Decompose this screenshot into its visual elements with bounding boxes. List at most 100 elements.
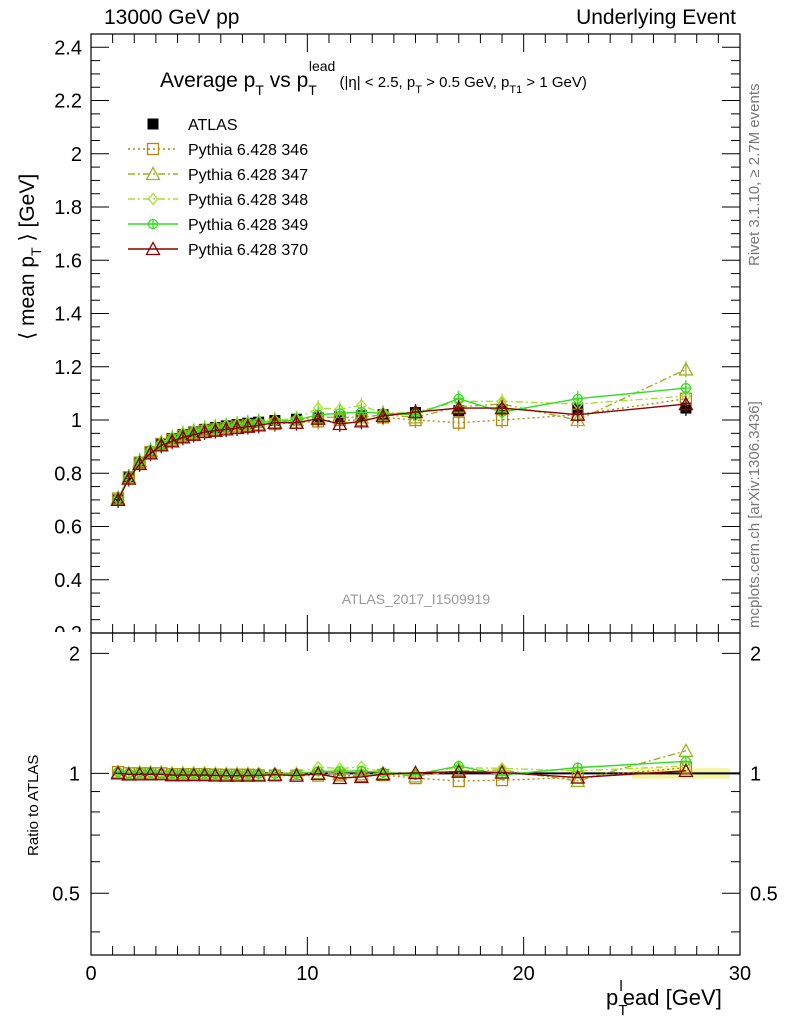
title-cuts-a: (|η| < 2.5, p xyxy=(335,74,415,91)
title-cuts-sub1: T xyxy=(415,84,422,96)
ratio-y-tick-label-left: 1 xyxy=(69,763,80,785)
data-point xyxy=(451,400,467,415)
energy-label: 13000 GeV pp xyxy=(104,6,240,29)
ratio-point xyxy=(452,774,465,788)
series-p370 xyxy=(110,396,694,785)
y-axis-label-sub: T xyxy=(28,247,44,256)
ratio-point xyxy=(218,767,234,782)
ratio-y-tick-label-left: 2 xyxy=(69,643,80,665)
legend-label-p347: Pythia 6.428 347 xyxy=(188,167,308,184)
ratio-point xyxy=(494,764,510,779)
y-tick-label: 2 xyxy=(71,144,82,166)
ratio-point xyxy=(175,767,191,782)
ratio-point xyxy=(186,767,202,782)
ratio-point xyxy=(251,767,267,782)
y-tick-label: 1.6 xyxy=(54,250,82,272)
ratio-point xyxy=(110,765,126,780)
x-axis-label: pTlead [GeV] xyxy=(606,978,722,1019)
x-axis-label-sub: T xyxy=(618,1002,627,1019)
y-tick-label-partial: 0.2 xyxy=(54,623,82,645)
data-point xyxy=(678,361,694,376)
data-point xyxy=(110,492,126,507)
ratio-point xyxy=(332,765,348,780)
data-point xyxy=(121,470,137,485)
data-point xyxy=(186,426,202,441)
process-label: Underlying Event xyxy=(576,6,736,29)
legend-label-p346: Pythia 6.428 346 xyxy=(188,142,308,159)
ratio-y-axis-label: Ratio to ATLAS xyxy=(25,755,42,856)
analysis-watermark: ATLAS_2017_I1509919 xyxy=(342,591,491,607)
legend-label-ATLAS: ATLAS xyxy=(188,117,238,134)
data-point xyxy=(175,429,191,444)
data-point xyxy=(407,409,424,424)
ratio-point xyxy=(207,767,223,782)
title-main-sub: T xyxy=(255,82,264,98)
ratio-plot-frame xyxy=(90,632,741,956)
y-axis-label-a: ⟨ mean p xyxy=(16,256,39,340)
y-tick-label: 1 xyxy=(71,410,82,432)
ratio-point xyxy=(310,765,326,780)
data-point xyxy=(142,445,159,460)
data-point xyxy=(375,408,391,423)
ratio-y-tick-label-right: 2 xyxy=(750,643,761,665)
legend-marker-p346 xyxy=(146,142,160,156)
data-point xyxy=(132,456,148,471)
ratio-y-tick-label-right: 0.5 xyxy=(750,883,778,905)
data-point xyxy=(153,437,169,452)
y-tick-label: 0.8 xyxy=(54,463,82,485)
ratio-point xyxy=(288,767,305,782)
ratio-point xyxy=(153,766,169,781)
ratio-point xyxy=(132,766,148,781)
data-point xyxy=(288,414,305,429)
ratio-line-p370 xyxy=(117,770,686,779)
title-main: Average p xyxy=(160,69,255,92)
data-point xyxy=(494,400,510,415)
ratio-point xyxy=(353,769,370,784)
legend-marker-p347 xyxy=(145,166,161,181)
ratio-point xyxy=(142,766,159,781)
data-point xyxy=(452,416,465,429)
title-vs-sub: T xyxy=(308,82,317,98)
series-line-p370 xyxy=(117,403,686,501)
data-point xyxy=(353,413,370,428)
title-cuts-c: > 1 GeV) xyxy=(522,74,587,91)
data-point xyxy=(218,421,234,436)
legend-marker-p348 xyxy=(147,192,159,206)
series-p348 xyxy=(112,388,692,780)
series-line-p349 xyxy=(117,387,686,499)
ratio-y-tick-label-right: 1 xyxy=(750,763,761,785)
ratio-point xyxy=(572,764,584,778)
ratio-point xyxy=(678,742,694,757)
title-cuts-sub2: T1 xyxy=(509,84,522,96)
y-tick-label: 1.2 xyxy=(54,357,82,379)
ratio-point xyxy=(375,766,391,781)
x-axis-label-a: p xyxy=(606,985,618,1010)
ratio-point xyxy=(451,763,467,778)
x-axis-label-b: ead [GeV] xyxy=(623,985,722,1010)
ratio-point xyxy=(678,762,694,778)
ratio-point xyxy=(570,773,586,788)
y-tick-label: 2.4 xyxy=(54,37,82,59)
ratio-point xyxy=(570,769,586,784)
data-point xyxy=(164,433,180,448)
y-tick-label: 0.6 xyxy=(54,517,82,539)
ratio-point xyxy=(121,766,137,781)
legend-label-p370: Pythia 6.428 370 xyxy=(188,242,308,259)
ratio-point xyxy=(407,765,424,780)
data-point xyxy=(267,414,283,429)
chart-title: Average pT vs pTlead (|η| < 2.5, pT > 0.… xyxy=(160,58,587,98)
ratio-point xyxy=(332,770,348,785)
data-point xyxy=(196,424,213,439)
ratio-point xyxy=(164,767,180,782)
x-tick-label: 20 xyxy=(513,963,535,985)
legend-label-p348: Pythia 6.428 348 xyxy=(188,192,308,209)
y-tick-label: 1.8 xyxy=(54,197,82,219)
y-axis-label: ⟨ mean pT ⟩ [GeV] xyxy=(16,174,44,340)
data-point xyxy=(229,420,245,435)
data-point xyxy=(240,418,256,433)
data-point xyxy=(678,396,694,411)
chart-plot-area: 0 10 20 30 0.4 0.6 0.8 1 1.2 1.4 1.6 1.8 2 2.2 2.4 0.2 0… xyxy=(52,33,778,985)
x-tick-label: 10 xyxy=(296,963,318,985)
data-point xyxy=(251,417,267,432)
